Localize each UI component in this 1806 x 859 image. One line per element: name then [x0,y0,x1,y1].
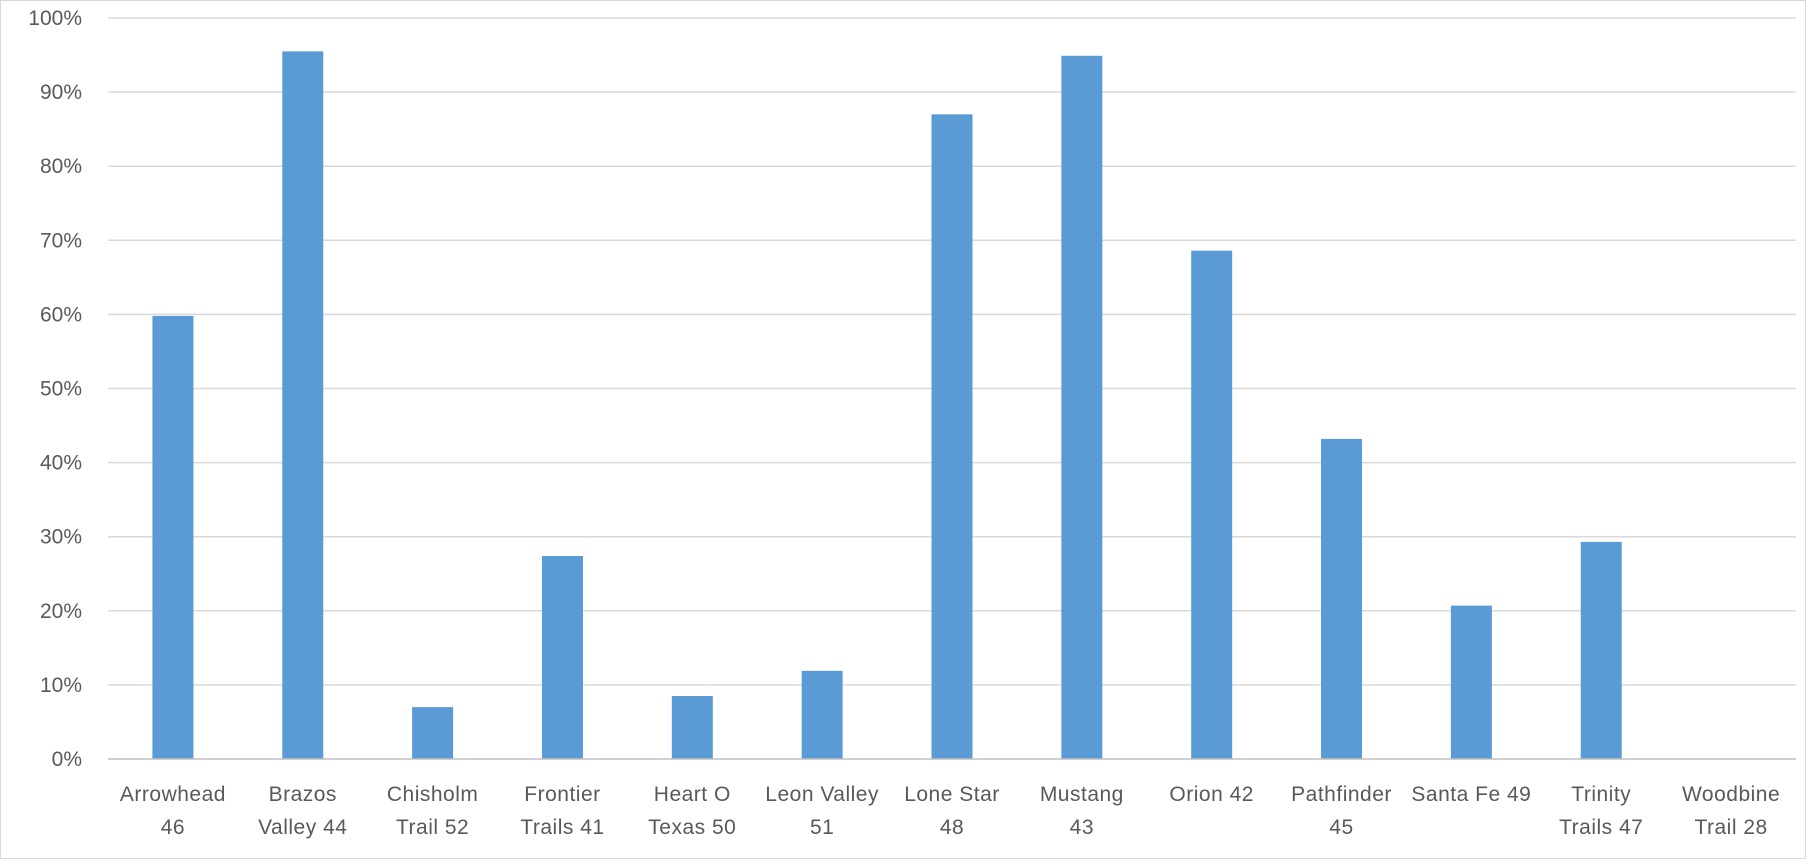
x-tick-label: Leon Valley [765,783,879,806]
bar [1450,605,1492,759]
y-tick-label: 90% [40,81,82,104]
x-tick-label: Trails 47 [1559,816,1643,839]
y-tick-label: 20% [40,600,82,623]
x-tick-label: Texas 50 [648,816,736,839]
x-tick-label: Woodbine [1682,783,1780,806]
x-tick-label: Valley 44 [258,816,347,839]
bar [541,555,583,759]
x-tick-label: Arrowhead [120,783,226,806]
y-tick-label: 80% [40,155,82,178]
x-tick-label: Brazos [269,783,337,806]
y-tick-label: 0% [52,748,82,771]
bar [152,315,194,759]
x-tick-label: Heart O [654,783,731,806]
x-tick-label: Trail 52 [396,816,469,839]
bar [1580,541,1622,759]
x-tick-label: Trinity [1571,783,1631,806]
y-tick-label: 40% [40,452,82,475]
bar [671,696,713,759]
x-axis-category-labels: Arrowhead 46 Brazos Valley 44 Chisholm Trail … [120,783,1780,839]
x-tick-label: Trail 28 [1694,816,1767,839]
x-tick-label: 51 [810,816,834,839]
x-tick-label: 43 [1070,816,1094,839]
y-tick-label: 50% [40,378,82,401]
x-tick-label: Lone Star [904,783,1000,806]
x-tick-label: Chisholm [387,783,479,806]
y-tick-label: 30% [40,526,82,549]
x-tick-label: Frontier [524,783,600,806]
x-tick-label: Santa Fe 49 [1411,783,1531,806]
bars [152,51,1622,760]
bar [282,51,324,760]
y-tick-label: 60% [40,303,82,326]
y-axis-tick-labels: 0% 10% 20% 30% 40% 50% 60% 70% 80% 90% 100% [28,7,82,771]
x-tick-label: 48 [940,816,964,839]
bar [1321,438,1363,759]
y-tick-label: 70% [40,229,82,252]
x-tick-label: Mustang [1040,783,1124,806]
x-tick-label: Pathfinder [1291,783,1392,806]
x-tick-label: Trails 41 [520,816,604,839]
gridlines [108,17,1796,686]
y-tick-label: 100% [28,7,82,30]
bar [1061,55,1103,759]
bar [412,707,454,759]
x-tick-label: Orion 42 [1169,783,1254,806]
y-tick-label: 10% [40,674,82,697]
x-tick-label: 46 [161,816,185,839]
bar [801,670,843,759]
bar [931,114,973,759]
x-tick-label: 45 [1329,816,1353,839]
bar [1191,250,1233,759]
